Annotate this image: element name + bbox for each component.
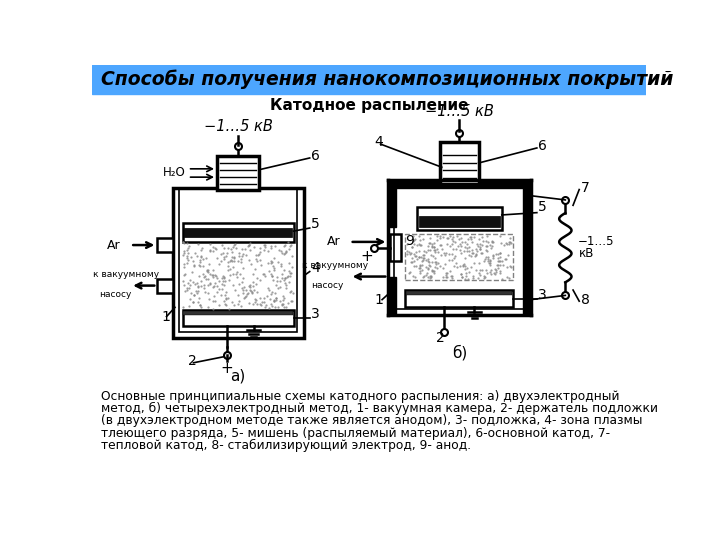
Text: Ar: Ar [327,235,341,248]
Text: насосу: насосу [311,281,343,290]
Bar [440,142,479,184]
Bar [183,310,294,326]
Bar [183,222,294,242]
Text: метод, б) четырехэлектродный метод, 1- вакуумная камера, 2- держатель подложки: метод, б) четырехэлектродный метод, 1- в… [101,402,658,415]
Bar [184,311,293,315]
Text: 4: 4 [311,260,320,274]
Text: 2: 2 [188,354,197,368]
Text: 4: 4 [374,134,383,149]
Text: Катодное распыление: Катодное распыление [270,98,468,113]
Bar [405,291,513,307]
Bar [390,234,401,261]
Text: 5: 5 [539,200,547,214]
Text: а): а) [230,368,246,383]
Bar [417,207,502,231]
Bar [406,291,512,295]
Text: +: + [360,249,373,265]
Text: 3: 3 [539,288,547,302]
Text: Ar: Ar [107,239,121,252]
Bar [217,156,259,190]
Text: −1…5 кВ: −1…5 кВ [204,119,273,134]
Text: 8: 8 [581,293,590,307]
Text: 9: 9 [405,234,414,248]
Bar [405,234,513,280]
Text: тепловой катод, 8- стабилизирующий электрод, 9- анод.: тепловой катод, 8- стабилизирующий элект… [101,439,471,452]
Bar [157,279,173,293]
Text: 6: 6 [539,138,547,152]
Text: к вакуумному: к вакуумному [302,261,368,271]
Text: б): б) [452,345,467,360]
Bar [92,65,647,94]
Text: 5: 5 [311,217,320,231]
Text: тлеющего разряда, 5- мишень (распыляемый материал), 6-основной катод, 7-: тлеющего разряда, 5- мишень (распыляемый… [101,427,610,440]
Text: кВ: кВ [579,247,595,260]
Bar [179,188,297,332]
Bar [173,188,304,338]
Text: 3: 3 [311,307,320,321]
Bar [420,217,500,226]
Text: 2: 2 [436,331,445,345]
Bar [388,180,396,226]
Text: H₂O: H₂O [163,166,186,179]
Text: −1…5: −1…5 [577,235,614,248]
Text: к вакуумному: к вакуумному [94,271,159,279]
Text: 6: 6 [311,148,320,163]
Text: 1: 1 [374,293,383,307]
Bar [388,276,396,315]
Text: +: + [220,361,233,376]
Text: 7: 7 [581,181,590,195]
Bar [523,180,531,315]
Text: (в двухэлектродном методе также является анодом), 3- подложка, 4- зона плазмы: (в двухэлектродном методе также является… [101,414,642,427]
Text: насосу: насосу [99,290,132,299]
Bar [388,180,531,188]
Bar [157,238,173,252]
Text: 1: 1 [161,310,170,324]
Text: Способы получения нанокомпозиционных покрытий: Способы получения нанокомпозиционных пок… [101,70,673,89]
Bar [184,228,292,237]
Text: −1…5 кВ: −1…5 кВ [425,104,494,118]
Text: Основные принципиальные схемы катодного распыления: а) двухэлектродный: Основные принципиальные схемы катодного … [101,390,619,403]
